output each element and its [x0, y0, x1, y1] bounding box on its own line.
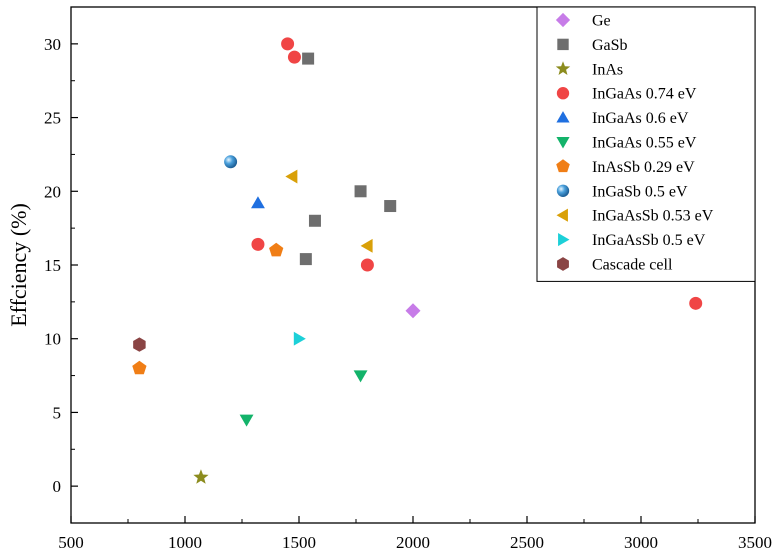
data-point	[285, 169, 298, 184]
legend-marker	[556, 184, 570, 197]
legend-marker	[555, 61, 571, 75]
data-point	[354, 185, 367, 198]
legend-entry: Cascade cell	[557, 257, 673, 274]
data-point	[224, 155, 238, 169]
series-10	[133, 337, 146, 352]
x-tick-label: 500	[58, 533, 84, 552]
series-0	[405, 303, 421, 319]
legend-label: InAs	[592, 61, 623, 78]
data-point	[384, 200, 397, 213]
legend-entry: InGaAs 0.6 eV	[556, 110, 689, 127]
legend-label: InGaAsSb 0.53 eV	[592, 208, 714, 225]
data-point	[293, 331, 306, 346]
legend-marker	[556, 87, 570, 100]
data-point	[299, 253, 312, 266]
legend-entry: InGaAs 0.74 eV	[556, 86, 697, 103]
data-point	[251, 237, 265, 251]
data-point	[287, 50, 301, 64]
legend-marker	[556, 208, 568, 222]
legend-entry: InAs	[555, 61, 623, 78]
legend-entry: InGaAsSb 0.53 eV	[556, 208, 714, 225]
y-tick-label: 30	[44, 35, 61, 54]
series-3	[251, 37, 703, 310]
legend-label: InGaAsSb 0.5 eV	[592, 232, 706, 249]
data-point	[689, 296, 703, 310]
series-4	[251, 196, 265, 209]
legend-marker	[557, 38, 569, 51]
data-point	[132, 360, 147, 375]
data-point	[405, 303, 421, 319]
data-point	[353, 370, 368, 383]
legend-marker	[556, 137, 570, 149]
data-point	[269, 242, 284, 257]
data-point	[239, 414, 254, 427]
legend-label: InGaSb 0.5 eV	[592, 183, 688, 200]
x-tick-label: 2500	[510, 533, 544, 552]
legend-label: InGaAs 0.6 eV	[592, 110, 689, 127]
x-tick-label: 3000	[624, 533, 658, 552]
legend-label: InGaAs 0.74 eV	[592, 86, 697, 103]
y-tick-label: 25	[44, 109, 61, 128]
legend-label: Cascade cell	[592, 257, 673, 274]
y-tick-label: 0	[53, 477, 62, 496]
legend-marker	[556, 159, 570, 173]
legend-marker	[558, 233, 570, 247]
legend-entry: InGaSb 0.5 eV	[556, 183, 688, 200]
y-tick-label: 15	[44, 256, 61, 275]
data-point	[308, 214, 321, 227]
x-tick-label: 3500	[738, 533, 772, 552]
x-tick-label: 1000	[168, 533, 202, 552]
legend-label: InAsSb 0.29 eV	[592, 159, 695, 176]
data-point	[360, 258, 374, 272]
legend-entry: InGaAs 0.55 eV	[556, 135, 697, 152]
data-point	[193, 469, 209, 484]
series-7	[224, 155, 238, 169]
series-1	[299, 52, 397, 266]
data-point	[251, 196, 265, 209]
y-axis-title: Effciency (%)	[6, 203, 31, 327]
legend-label: GaSb	[592, 37, 628, 54]
series-9	[293, 331, 306, 346]
legend: Ge GaSb InAs InGaAs 0.74 eV InGaAs 0.6 eV InG…	[536, 6, 756, 282]
legend-entry: GaSb	[557, 37, 628, 54]
legend-box	[536, 6, 756, 282]
series-2	[193, 469, 209, 484]
series-6	[132, 242, 284, 375]
y-tick-label: 5	[53, 403, 62, 422]
legend-entry: InAsSb 0.29 eV	[556, 159, 695, 176]
data-point	[360, 238, 373, 253]
y-tick-label: 10	[44, 330, 61, 349]
x-tick-label: 2000	[396, 533, 430, 552]
legend-marker	[555, 12, 571, 28]
legend-label: InGaAs 0.55 eV	[592, 135, 697, 152]
legend-label: Ge	[592, 13, 611, 30]
data-point	[302, 52, 315, 65]
legend-marker	[556, 111, 570, 123]
y-tick-label: 20	[44, 182, 61, 201]
series-8	[285, 169, 373, 253]
data-point	[133, 337, 146, 352]
legend-entry: Ge	[555, 12, 611, 30]
legend-entry: InGaAsSb 0.5 eV	[558, 232, 706, 249]
data-point	[281, 37, 295, 51]
legend-marker	[557, 257, 569, 271]
series-5	[239, 370, 368, 427]
plot-area	[132, 37, 703, 484]
x-tick-label: 1500	[282, 533, 316, 552]
